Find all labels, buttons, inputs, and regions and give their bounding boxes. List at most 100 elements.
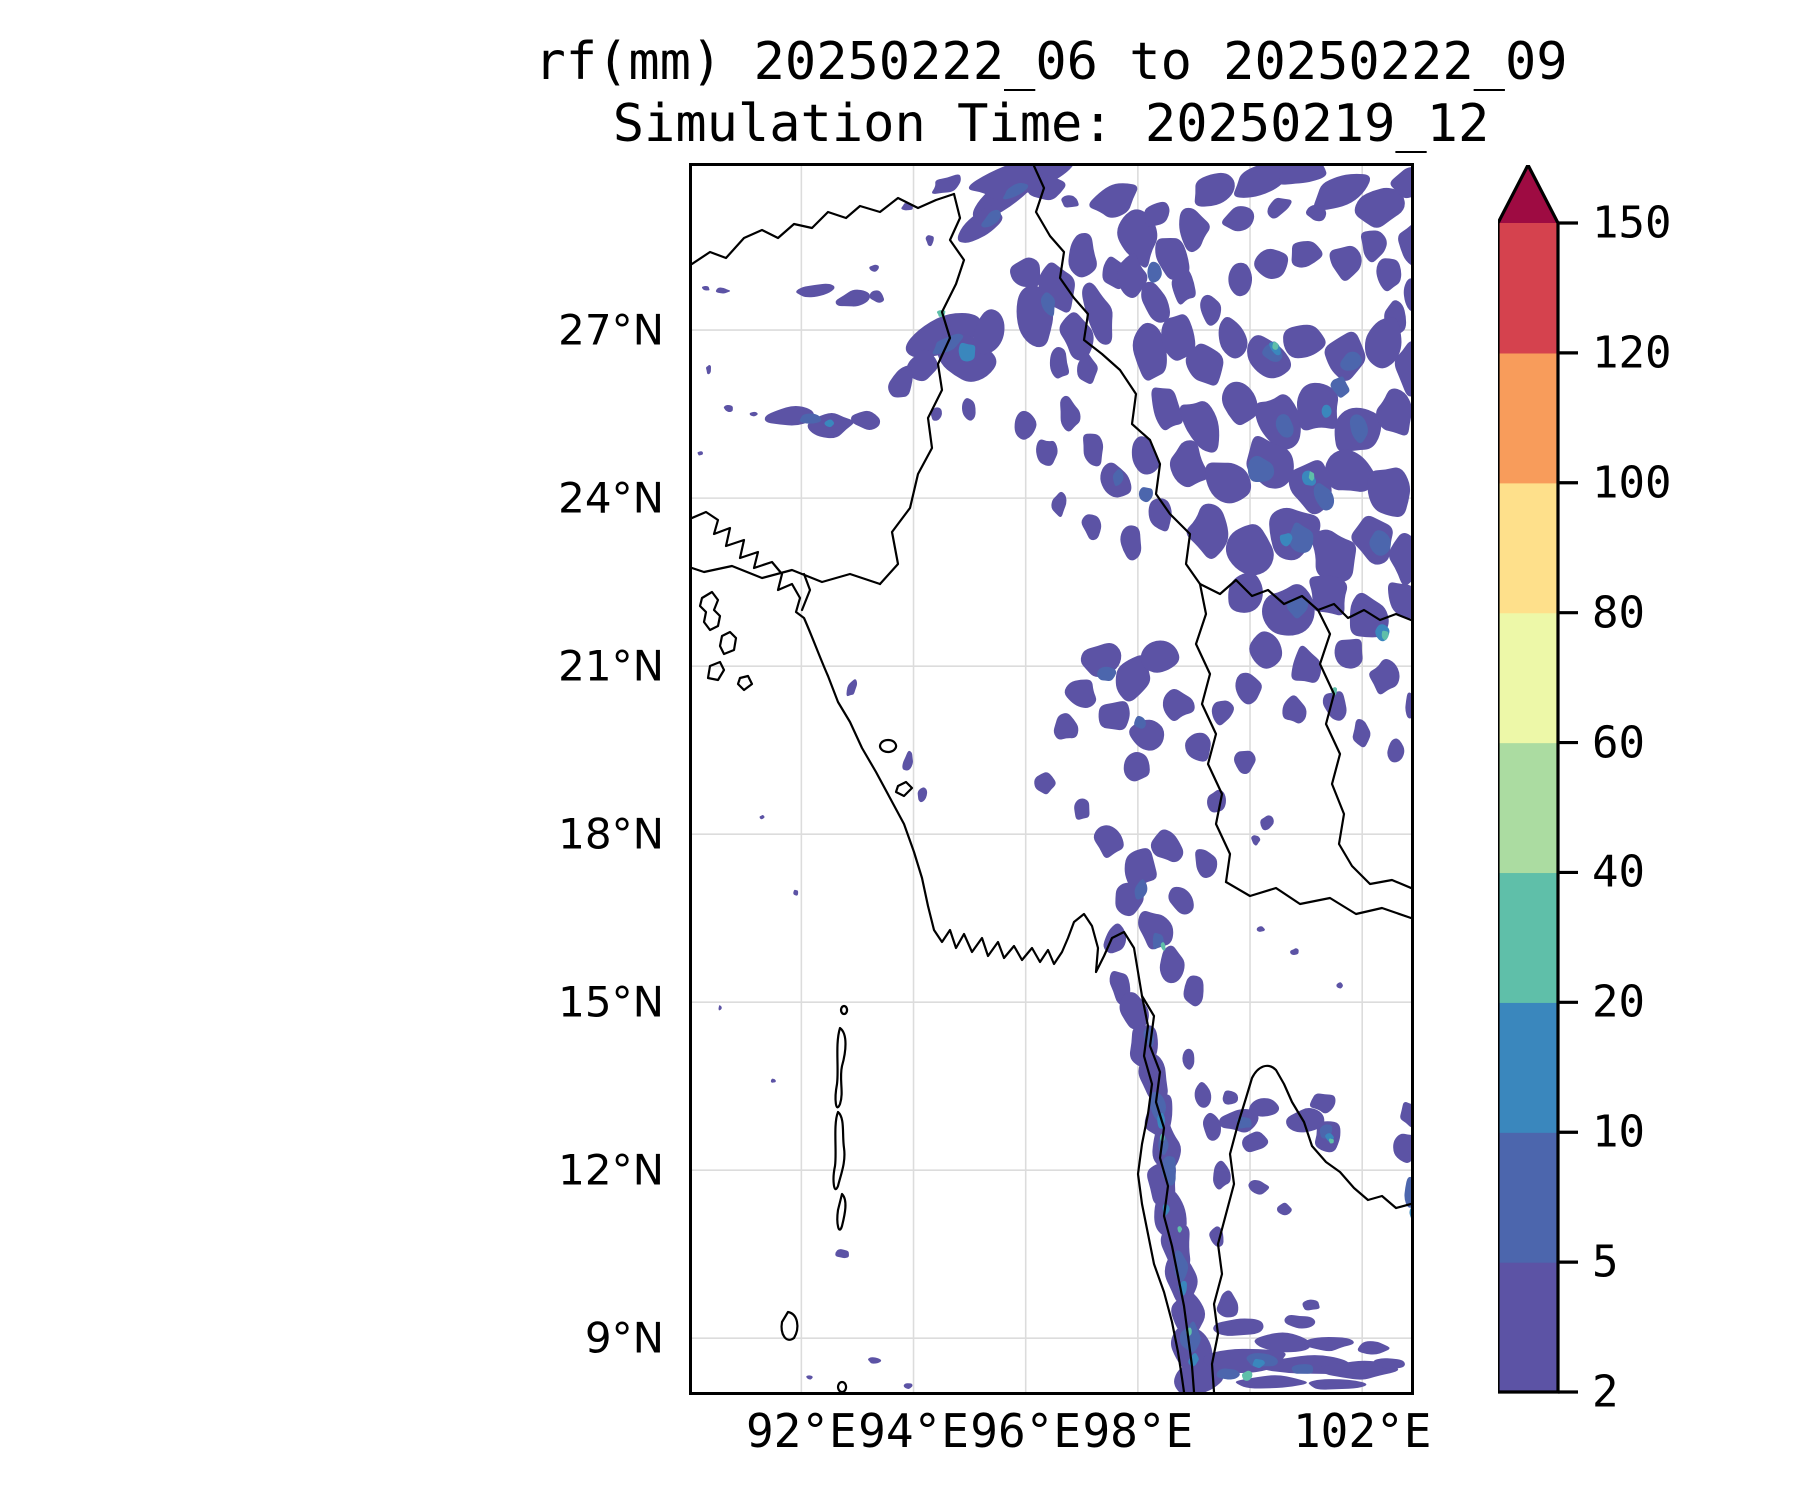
rain-cell: [1235, 672, 1262, 705]
rain-cell: [968, 166, 1073, 200]
rain-cell: [1254, 248, 1289, 280]
y-tick-label: 12°N: [558, 1145, 664, 1195]
rain-cell: [1376, 258, 1402, 292]
rain-cell: [1387, 738, 1405, 763]
rain-cell: [1267, 197, 1292, 219]
rain-cell: [1354, 187, 1405, 228]
rain-cell: [1097, 666, 1117, 682]
rain-cell: [715, 287, 731, 294]
rain-cell: [1081, 514, 1102, 541]
colorbar-tick-label: 20: [1592, 976, 1645, 1028]
y-tick-label: 18°N: [558, 809, 664, 859]
rain-cell: [981, 209, 1001, 228]
rain-cell: [1221, 381, 1258, 426]
rain-cell: [799, 413, 822, 424]
rain-cell: [835, 1249, 849, 1259]
rain-cell: [1077, 352, 1098, 384]
rain-cell: [1329, 245, 1362, 281]
rain-cell: [1254, 1332, 1311, 1353]
rain-cell: [961, 398, 976, 421]
rain-cell: [796, 283, 835, 298]
rain-cell: [1234, 750, 1256, 775]
rain-cell: [1321, 404, 1332, 418]
rain-cell: [1241, 1370, 1253, 1381]
rain-cell: [1185, 732, 1211, 762]
rain-cell: [1098, 701, 1130, 731]
rain-cell: [1398, 224, 1411, 265]
colorbar-tick-label: 100: [1592, 457, 1672, 509]
coastline: [698, 590, 722, 632]
rain-cell: [1388, 533, 1411, 586]
rain-cell: [1083, 433, 1104, 467]
rain-cell: [1291, 645, 1322, 683]
country-border: [1140, 994, 1196, 1392]
rain-cell: [930, 407, 942, 421]
rain-cell: [1303, 1337, 1354, 1352]
x-tick-label: 96°E: [970, 1404, 1082, 1458]
coastline: [736, 674, 754, 692]
rain-cell: [697, 451, 703, 456]
rain-cell: [1093, 825, 1124, 859]
rain-cell: [1279, 533, 1293, 547]
rain-cell: [1138, 487, 1153, 503]
rain-cell: [1169, 440, 1209, 488]
rain-cell: [1330, 376, 1350, 398]
rain-cell: [903, 1383, 913, 1389]
rain-cell: [1182, 1048, 1195, 1070]
rain-cell: [1369, 659, 1400, 695]
rain-cell: [1213, 1160, 1231, 1190]
rain-cell: [1119, 992, 1149, 1030]
rain-cell: [1003, 182, 1029, 200]
x-tick-label: 92°E: [745, 1404, 857, 1458]
colorbar-tick-label: 150: [1592, 197, 1672, 249]
rain-cell: [851, 410, 881, 431]
rain-cell: [1061, 195, 1079, 208]
rain-cell: [1213, 1318, 1264, 1336]
rain-cell: [1209, 1226, 1224, 1247]
y-tick-label: 9°N: [584, 1313, 664, 1363]
rain-cell: [1151, 387, 1183, 431]
rain-cell: [1177, 1226, 1183, 1233]
rain-cell: [1364, 317, 1402, 369]
coastline: [894, 780, 914, 798]
rain-cell: [1060, 395, 1081, 432]
rain-cell: [917, 787, 928, 803]
country-border: [878, 192, 966, 586]
rain-cell: [1051, 491, 1067, 518]
rain-cell: [835, 289, 871, 307]
rain-cell: [1393, 1133, 1411, 1163]
country-border: [692, 192, 956, 266]
rain-cell: [1291, 241, 1323, 268]
rain-cell: [1387, 582, 1411, 619]
rain-cell: [1148, 498, 1172, 532]
rain-cell: [1222, 1090, 1239, 1105]
rain-cell: [932, 174, 961, 194]
rain-cell: [1112, 469, 1124, 486]
rain-cell: [1247, 455, 1275, 483]
plot-title-line2: Simulation Time: 20250219_12: [612, 94, 1490, 154]
rain-cell: [1150, 829, 1184, 863]
rain-cell: [1286, 597, 1309, 619]
x-tick-label: 98°E: [1082, 1404, 1194, 1458]
rain-cell: [1186, 503, 1229, 559]
rain-cell: [1251, 835, 1261, 846]
rain-cell: [1360, 230, 1387, 263]
colorbar-ticks: [1558, 221, 1578, 1394]
rain-cell: [1159, 945, 1185, 984]
coastline: [1210, 1064, 1411, 1392]
rain-cell: [1336, 982, 1343, 989]
y-tick-label: 27°N: [558, 305, 664, 355]
rain-cell: [1205, 462, 1252, 504]
rain-cell: [759, 814, 765, 820]
rain-cell: [1014, 410, 1037, 440]
rain-cell: [1134, 879, 1148, 900]
rain-cell: [793, 889, 799, 896]
rain-cell: [1089, 183, 1138, 218]
rain-cell: [1115, 655, 1151, 702]
rain-cell: [701, 285, 710, 291]
coastline: [879, 738, 898, 754]
rain-cell: [1242, 1131, 1269, 1153]
rain-cell: [1296, 382, 1339, 431]
coastline: [706, 660, 726, 682]
